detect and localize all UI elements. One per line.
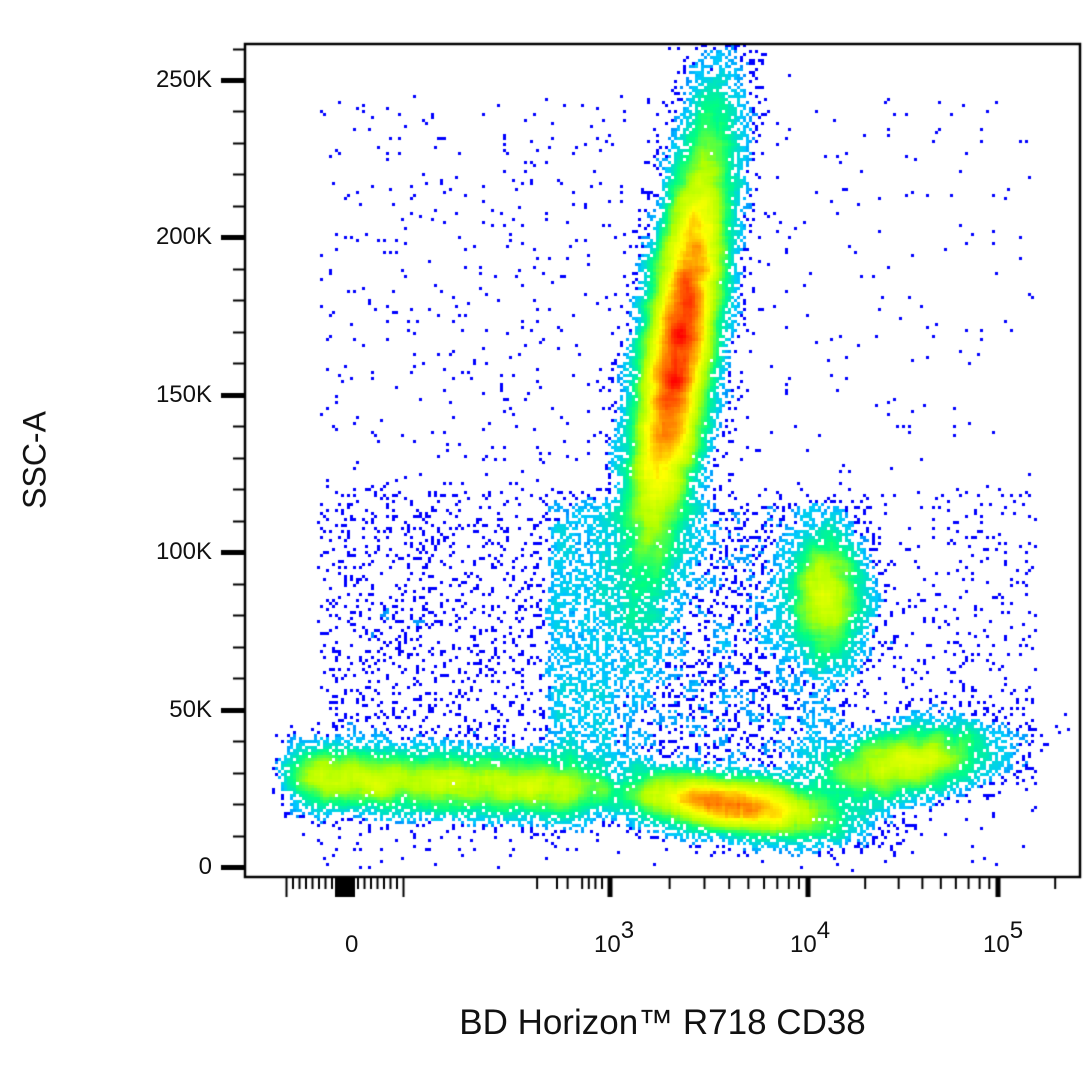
y-tick-label-150k: 150K	[155, 380, 212, 408]
x-tick-label-1e5: 105	[983, 917, 1024, 958]
y-tick-label-50k: 50K	[169, 695, 212, 723]
y-tick-label-200k: 200K	[155, 223, 212, 251]
x-tick-label-0: 0	[345, 931, 359, 958]
x-tick-label-1e3: 103	[594, 917, 635, 958]
y-tick-label-250k: 250K	[155, 66, 212, 93]
x-tick-label-1e4: 104	[790, 917, 831, 958]
y-axis-title: SSC-A	[16, 411, 53, 509]
x-axis-title: BD Horizon™ R718 CD38	[459, 1003, 866, 1042]
y-tick-label-100k: 100K	[155, 538, 212, 566]
y-tick-label-0: 0	[198, 853, 212, 880]
